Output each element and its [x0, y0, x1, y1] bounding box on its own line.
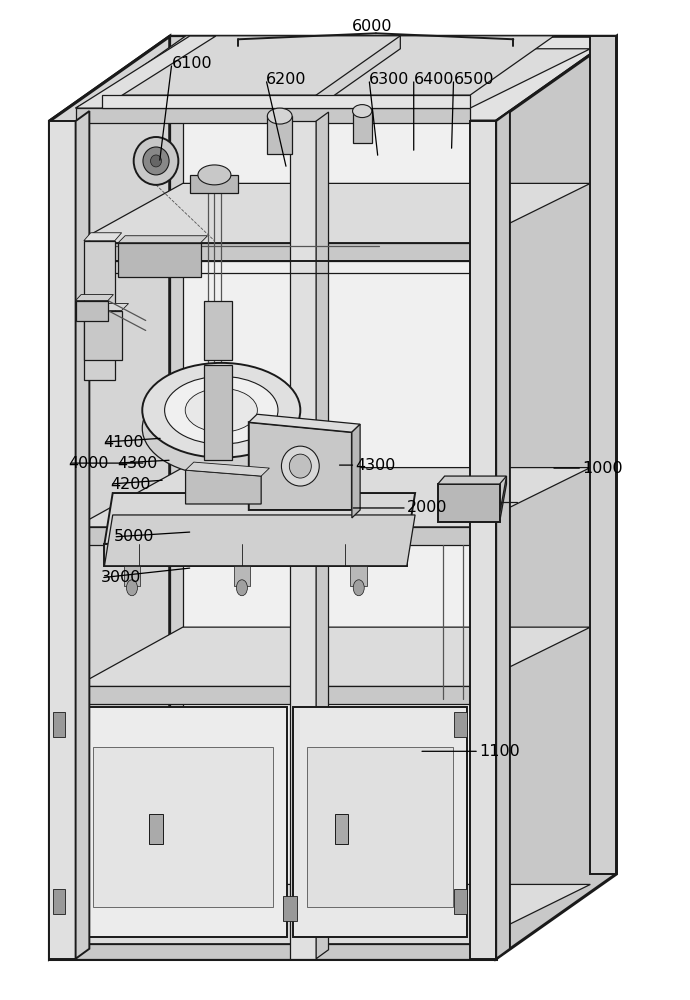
Polygon shape: [204, 365, 232, 460]
Polygon shape: [76, 884, 591, 944]
Polygon shape: [249, 414, 360, 432]
Text: 6200: 6200: [266, 72, 306, 87]
Circle shape: [237, 580, 248, 596]
Polygon shape: [76, 527, 470, 545]
Polygon shape: [84, 233, 121, 241]
Text: 4100: 4100: [103, 435, 144, 450]
Polygon shape: [84, 304, 128, 311]
Text: 5000: 5000: [113, 529, 154, 544]
Polygon shape: [104, 515, 415, 566]
Polygon shape: [204, 301, 232, 360]
Polygon shape: [76, 49, 591, 108]
Polygon shape: [437, 484, 500, 522]
Polygon shape: [186, 470, 261, 504]
Polygon shape: [290, 121, 316, 959]
Text: 6000: 6000: [352, 19, 393, 34]
Polygon shape: [76, 243, 470, 261]
Polygon shape: [118, 236, 208, 243]
Polygon shape: [124, 566, 140, 586]
Ellipse shape: [282, 446, 319, 486]
Polygon shape: [470, 121, 496, 959]
Bar: [53, 889, 66, 914]
Text: 4300: 4300: [117, 456, 157, 471]
Polygon shape: [170, 36, 183, 874]
Ellipse shape: [150, 155, 161, 167]
Ellipse shape: [289, 454, 311, 478]
Polygon shape: [50, 121, 496, 959]
Polygon shape: [76, 468, 591, 527]
Polygon shape: [50, 36, 616, 121]
Polygon shape: [79, 707, 286, 937]
Polygon shape: [307, 747, 453, 907]
Polygon shape: [76, 111, 89, 959]
Polygon shape: [76, 686, 470, 704]
Polygon shape: [104, 493, 415, 544]
Polygon shape: [249, 422, 352, 510]
Polygon shape: [76, 183, 591, 243]
Ellipse shape: [185, 388, 257, 432]
Polygon shape: [50, 121, 76, 959]
Polygon shape: [496, 111, 510, 959]
Text: 6500: 6500: [453, 72, 494, 87]
Text: 4000: 4000: [69, 456, 109, 471]
Polygon shape: [316, 36, 400, 108]
Polygon shape: [50, 36, 170, 959]
Text: 4200: 4200: [110, 477, 150, 492]
Polygon shape: [234, 566, 250, 586]
Ellipse shape: [353, 105, 372, 118]
Polygon shape: [437, 476, 506, 484]
Polygon shape: [316, 112, 328, 959]
Ellipse shape: [198, 165, 231, 185]
Ellipse shape: [267, 108, 292, 124]
Polygon shape: [84, 311, 121, 360]
Text: 1000: 1000: [582, 461, 622, 476]
Polygon shape: [352, 424, 360, 518]
Polygon shape: [186, 462, 269, 476]
Bar: [283, 896, 297, 921]
Polygon shape: [104, 544, 407, 566]
Polygon shape: [267, 116, 292, 154]
Circle shape: [353, 580, 364, 596]
Ellipse shape: [143, 147, 169, 175]
Polygon shape: [101, 95, 470, 108]
Polygon shape: [118, 243, 201, 277]
Text: 2000: 2000: [407, 500, 447, 515]
Polygon shape: [351, 566, 367, 586]
Polygon shape: [190, 175, 239, 193]
Text: 4300: 4300: [355, 458, 395, 473]
Ellipse shape: [142, 363, 300, 458]
Polygon shape: [76, 295, 113, 301]
Polygon shape: [335, 814, 348, 844]
Polygon shape: [293, 707, 466, 937]
Text: 6400: 6400: [414, 72, 454, 87]
Text: 6100: 6100: [172, 56, 213, 71]
Polygon shape: [92, 747, 273, 907]
Ellipse shape: [134, 137, 178, 185]
Text: 3000: 3000: [101, 570, 141, 585]
Bar: [454, 712, 466, 737]
Polygon shape: [591, 36, 616, 874]
Polygon shape: [496, 36, 616, 959]
Text: 6300: 6300: [369, 72, 409, 87]
Circle shape: [126, 580, 137, 596]
Polygon shape: [149, 814, 163, 844]
Polygon shape: [76, 36, 216, 108]
Polygon shape: [353, 111, 372, 143]
Polygon shape: [84, 241, 115, 380]
Polygon shape: [76, 301, 108, 320]
Polygon shape: [500, 476, 506, 522]
Polygon shape: [76, 108, 470, 123]
Bar: [53, 712, 66, 737]
Text: 1100: 1100: [479, 744, 520, 759]
Polygon shape: [101, 36, 554, 95]
Ellipse shape: [165, 376, 278, 444]
Ellipse shape: [142, 381, 300, 476]
Polygon shape: [76, 627, 591, 686]
Bar: [454, 889, 466, 914]
Polygon shape: [76, 944, 470, 959]
